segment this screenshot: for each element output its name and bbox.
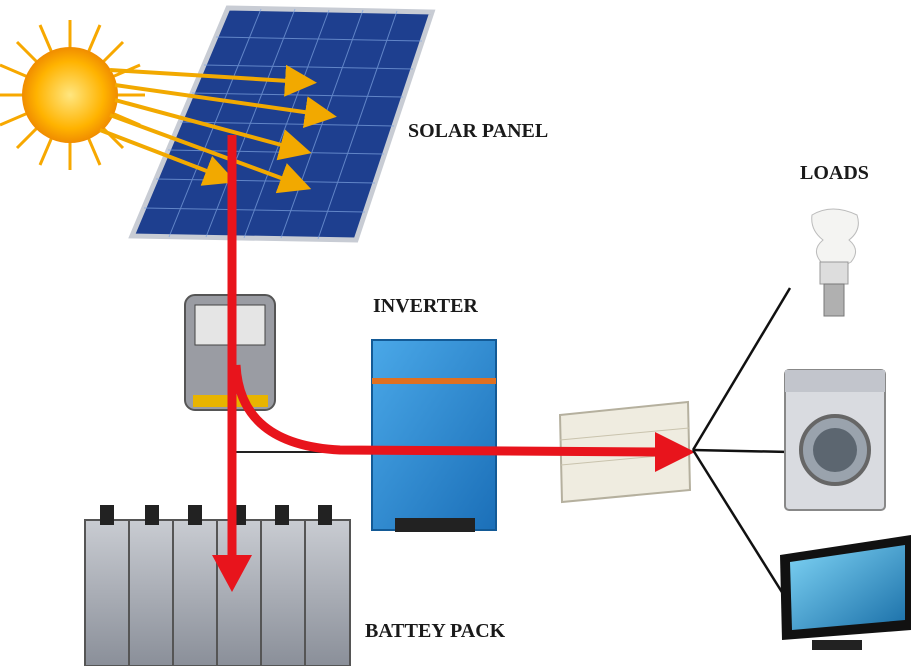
solar-panel xyxy=(132,8,432,240)
television xyxy=(780,535,911,650)
battery-pack xyxy=(85,505,350,666)
bulb xyxy=(812,209,859,316)
washing-machine xyxy=(785,370,885,510)
node-label: BATTEY PACK xyxy=(365,620,506,642)
node-label: INVERTER xyxy=(373,295,478,317)
inverter xyxy=(372,340,496,532)
load-wires xyxy=(693,288,790,605)
solar-system-diagram: SOLAR PANEL LOADS INVERTER BATTEY PACK xyxy=(0,0,911,666)
sun xyxy=(0,20,145,170)
node-label: LOADS xyxy=(800,162,869,184)
node-label: SOLAR PANEL xyxy=(408,120,548,142)
